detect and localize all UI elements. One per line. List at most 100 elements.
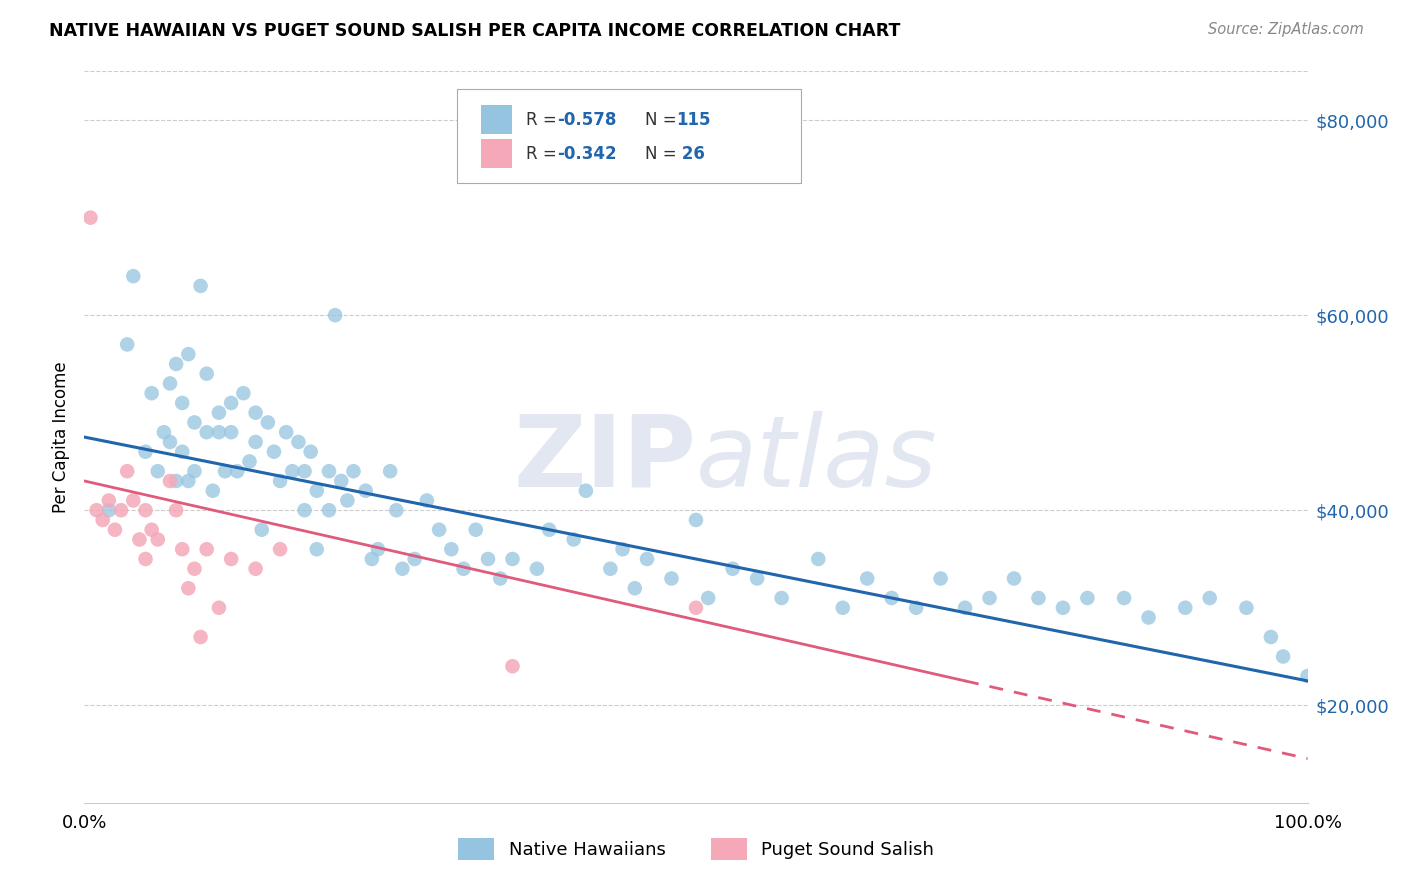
Point [245, 434, 267, 449]
Point [770, 591, 793, 605]
Point [177, 474, 200, 488]
Point [172, 396, 194, 410]
Point [526, 562, 548, 576]
Text: N =: N = [645, 145, 682, 162]
Point [453, 562, 475, 576]
Point [183, 562, 205, 576]
Point [427, 523, 450, 537]
Point [141, 523, 163, 537]
Point [685, 513, 707, 527]
Point [122, 269, 145, 284]
Point [86, 503, 108, 517]
Point [318, 464, 340, 478]
Point [953, 600, 976, 615]
Point [440, 542, 463, 557]
Point [502, 659, 524, 673]
Point [807, 552, 830, 566]
Point [305, 483, 328, 498]
Point [1114, 591, 1136, 605]
Point [183, 416, 205, 430]
Point [502, 552, 524, 566]
Point [1137, 610, 1160, 624]
Point [294, 503, 316, 517]
Point [135, 552, 157, 566]
Point [367, 542, 389, 557]
Point [245, 562, 267, 576]
Point [624, 581, 647, 595]
Point [697, 591, 720, 605]
Point [195, 367, 218, 381]
Point [159, 474, 181, 488]
Point [115, 464, 138, 478]
Point [97, 503, 120, 517]
Point [1076, 591, 1098, 605]
Legend: Native Hawaiians, Puget Sound Salish: Native Hawaiians, Puget Sound Salish [451, 830, 941, 867]
Point [599, 562, 621, 576]
Text: 115: 115 [676, 111, 711, 128]
Point [661, 572, 683, 586]
Text: NATIVE HAWAIIAN VS PUGET SOUND SALISH PER CAPITA INCOME CORRELATION CHART: NATIVE HAWAIIAN VS PUGET SOUND SALISH PE… [49, 22, 901, 40]
Point [1272, 649, 1295, 664]
Point [250, 523, 273, 537]
Text: -0.578: -0.578 [557, 111, 616, 128]
Point [135, 503, 157, 517]
Point [190, 279, 212, 293]
Point [195, 425, 218, 440]
Point [238, 454, 260, 468]
Point [979, 591, 1001, 605]
Point [636, 552, 658, 566]
Point [269, 542, 291, 557]
Point [165, 503, 187, 517]
Point [91, 513, 114, 527]
Point [128, 533, 150, 547]
Point [287, 434, 309, 449]
Point [201, 483, 224, 498]
Point [183, 464, 205, 478]
Point [1052, 600, 1074, 615]
Point [159, 376, 181, 391]
Point [905, 600, 928, 615]
Point [172, 542, 194, 557]
Point [281, 464, 304, 478]
Point [146, 533, 169, 547]
Point [318, 503, 340, 517]
Text: ZIP: ZIP [513, 410, 696, 508]
Point [880, 591, 903, 605]
Text: Source: ZipAtlas.com: Source: ZipAtlas.com [1208, 22, 1364, 37]
Point [416, 493, 439, 508]
Point [685, 600, 707, 615]
Point [391, 562, 413, 576]
Point [165, 357, 187, 371]
Point [165, 474, 187, 488]
Point [269, 474, 291, 488]
Point [721, 562, 744, 576]
Point [104, 523, 127, 537]
Text: atlas: atlas [696, 410, 938, 508]
Point [342, 464, 364, 478]
Point [1260, 630, 1282, 644]
Point [929, 572, 952, 586]
Point [110, 503, 132, 517]
Point [477, 552, 499, 566]
Text: R =: R = [526, 111, 562, 128]
Point [294, 464, 316, 478]
Text: -0.342: -0.342 [557, 145, 616, 162]
Point [135, 444, 157, 458]
Point [177, 347, 200, 361]
Point [747, 572, 769, 586]
Point [336, 493, 359, 508]
Point [257, 416, 280, 430]
Point [226, 464, 249, 478]
Point [1198, 591, 1220, 605]
Point [177, 581, 200, 595]
Point [115, 337, 138, 351]
Point [219, 425, 242, 440]
Point [612, 542, 634, 557]
Point [219, 396, 242, 410]
Point [354, 483, 377, 498]
Point [219, 552, 242, 566]
Point [141, 386, 163, 401]
Point [856, 572, 879, 586]
Point [97, 493, 120, 508]
Point [263, 444, 285, 458]
